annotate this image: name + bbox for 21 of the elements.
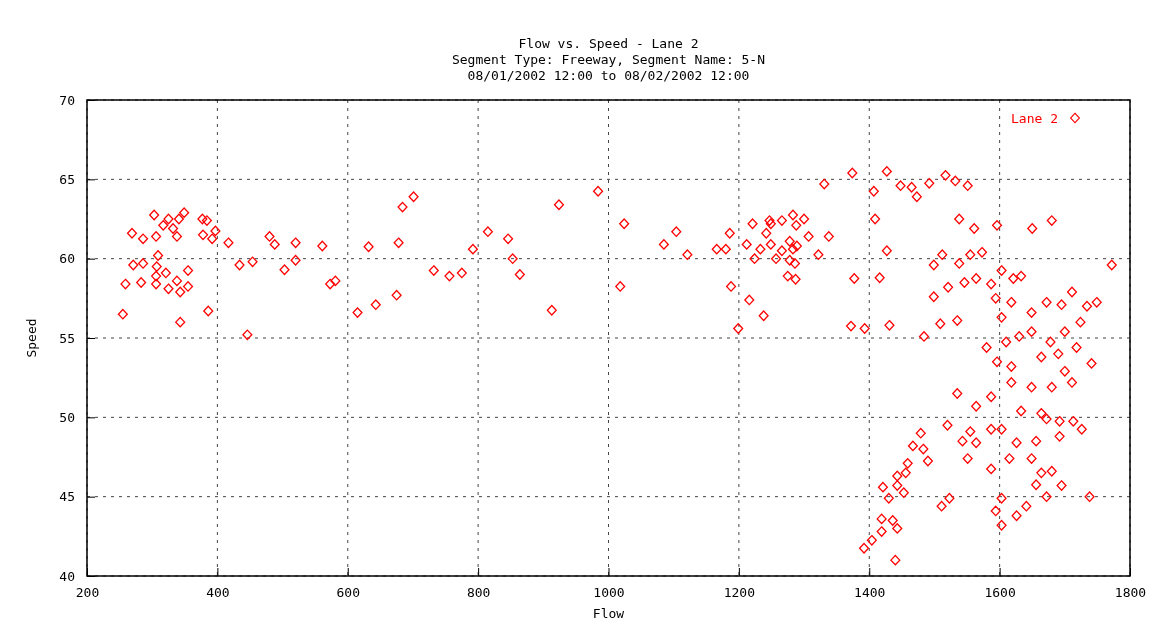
x-tick-label: 1800 [1114,585,1147,601]
y-tick-label: 45 [59,489,75,505]
x-tick-label: 1400 [854,585,886,601]
x-axis-title: Flow [592,606,625,621]
x-tick-label: 400 [206,585,230,601]
x-tick-label: 200 [75,585,100,601]
chart-subtitle: Segment Type: Freeway, Segment Name: 5-N 08/01/2002 12:00 to 08/02/2002 12:00 [451,52,766,83]
x-tick-label: 1200 [723,585,756,601]
y-tick-label: 55 [59,330,75,346]
x-tick-label: 800 [466,585,491,601]
x-tick-label: 1600 [984,585,1016,601]
y-tick-label: 40 [59,568,75,584]
y-tick-label: 65 [59,171,75,187]
y-tick-label: 70 [59,92,75,108]
legend-label: Lane 2 [1011,111,1058,126]
y-tick-label: 50 [59,409,75,425]
chart-title: Flow vs. Speed - Lane 2 [518,36,699,51]
y-axis-title: Speed [24,318,39,358]
x-tick-label: 600 [336,585,360,601]
y-tick-label: 60 [59,251,75,267]
x-tick-label: 1000 [593,585,625,601]
